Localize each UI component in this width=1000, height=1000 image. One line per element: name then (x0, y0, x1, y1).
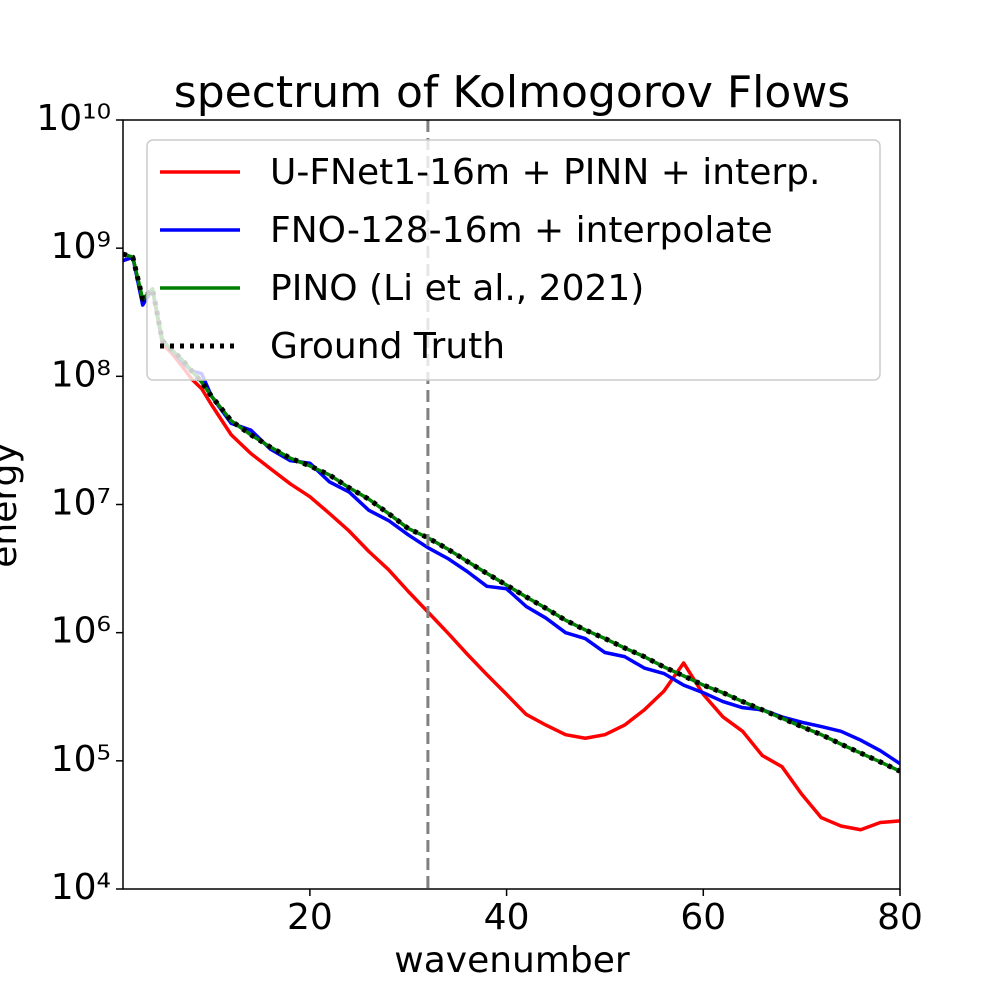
y-axis-label: energy (0, 442, 25, 567)
plot-frame (122, 119, 901, 890)
x-tick-label: 60 (680, 897, 726, 938)
x-tick-label: 20 (287, 897, 333, 938)
legend-label: FNO-128-16m + interpolate (270, 210, 773, 251)
x-tick-label: 40 (484, 897, 530, 938)
series-line (123, 251, 900, 774)
y-tick-label: 10⁵ (51, 739, 111, 780)
legend-label: U-FNet1-16m + PINN + interp. (270, 152, 820, 193)
series-line (123, 255, 900, 832)
y-tick-label: 10¹⁰ (36, 98, 111, 139)
y-tick-label: 10⁸ (51, 354, 111, 395)
legend-label: Ground Truth (270, 326, 505, 367)
legend-label: PINO (Li et al., 2021) (270, 268, 644, 309)
x-axis-label: wavenumber (394, 940, 630, 981)
y-tick-label: 10⁶ (51, 611, 111, 652)
y-tick-label: 10⁹ (51, 226, 111, 267)
x-tick-label: 80 (877, 897, 923, 938)
y-tick-label: 10⁴ (51, 867, 111, 908)
y-tick-label: 10⁷ (51, 483, 111, 524)
legend-box (146, 139, 881, 381)
chart-title: spectrum of Kolmogorov Flows (174, 67, 850, 118)
